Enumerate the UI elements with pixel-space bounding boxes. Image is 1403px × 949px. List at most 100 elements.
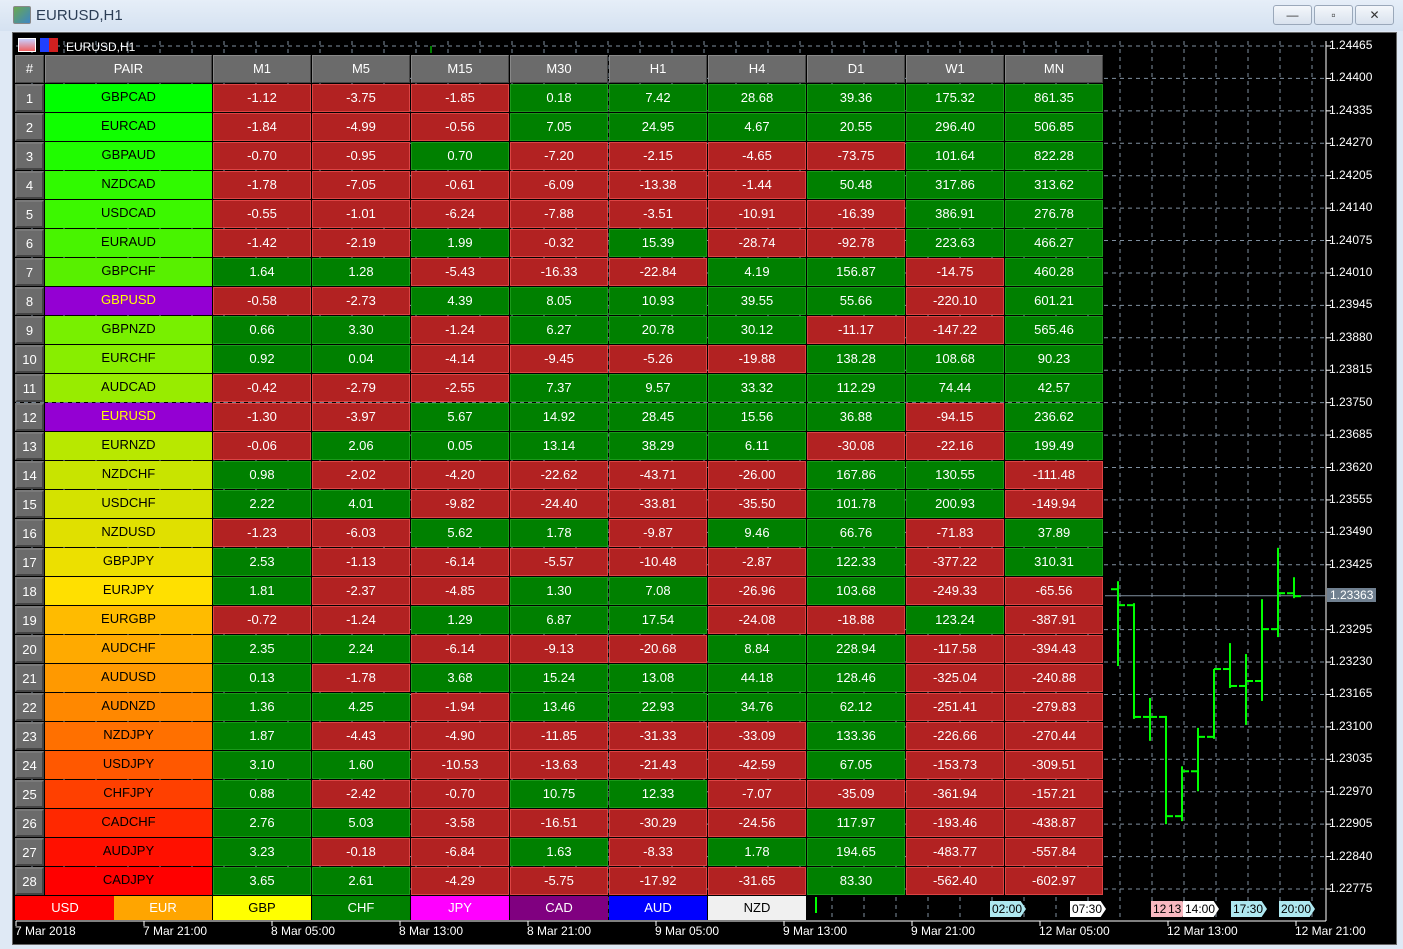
value-cell: 138.28 — [807, 345, 905, 373]
value-cell: 7.37 — [510, 374, 608, 402]
close-button[interactable]: ✕ — [1355, 5, 1394, 25]
window-titlebar: EURUSD,H1 — ▫ ✕ — [0, 0, 1403, 31]
column-header-m30[interactable]: M30 — [510, 55, 608, 83]
row-number: 19 — [15, 606, 44, 634]
time-label: 7 Mar 2018 — [15, 924, 76, 938]
event-tag[interactable]: 17:30 — [1231, 901, 1268, 917]
maximize-button[interactable]: ▫ — [1314, 5, 1353, 25]
pair-cell[interactable]: GBPNZD — [45, 316, 212, 344]
pair-cell[interactable]: GBPCAD — [45, 84, 212, 112]
time-label: 8 Mar 13:00 — [399, 924, 464, 938]
time-label: 9 Mar 21:00 — [911, 924, 976, 938]
value-cell: -6.14 — [411, 548, 509, 576]
value-cell: 13.14 — [510, 432, 608, 460]
pair-cell[interactable]: NZDUSD — [45, 519, 212, 547]
pair-cell[interactable]: CHFJPY — [45, 780, 212, 808]
pair-cell[interactable]: EURGBP — [45, 606, 212, 634]
pair-cell[interactable]: GBPAUD — [45, 142, 212, 170]
column-header-w1[interactable]: W1 — [906, 55, 1004, 83]
value-cell: -2.79 — [312, 374, 410, 402]
value-cell: 310.31 — [1005, 548, 1103, 576]
value-cell: 6.27 — [510, 316, 608, 344]
value-cell: 2.61 — [312, 867, 410, 895]
table-toggle-icon[interactable] — [18, 38, 36, 52]
pair-cell[interactable]: AUDJPY — [45, 838, 212, 866]
event-tag[interactable]: 02:00 — [990, 901, 1027, 917]
value-cell: -17.92 — [609, 867, 707, 895]
value-cell: -1.94 — [411, 693, 509, 721]
value-cell: 1.64 — [213, 258, 311, 286]
save-icon[interactable] — [40, 38, 58, 52]
value-cell: -0.42 — [213, 374, 311, 402]
event-tag[interactable]: 12 — [1151, 901, 1171, 917]
value-cell: 1.30 — [510, 577, 608, 605]
value-cell: 122.33 — [807, 548, 905, 576]
pair-cell[interactable]: GBPCHF — [45, 258, 212, 286]
value-cell: -377.22 — [906, 548, 1004, 576]
value-cell: -4.29 — [411, 867, 509, 895]
value-cell: -13.63 — [510, 751, 608, 779]
value-cell: -65.56 — [1005, 577, 1103, 605]
pair-cell[interactable]: CADCHF — [45, 809, 212, 837]
value-cell: 861.35 — [1005, 84, 1103, 112]
value-cell: 1.78 — [510, 519, 608, 547]
minimize-button[interactable]: — — [1273, 5, 1312, 25]
pair-cell[interactable]: GBPJPY — [45, 548, 212, 576]
pair-cell[interactable]: AUDCAD — [45, 374, 212, 402]
price-label: 1.23230 — [1329, 654, 1373, 669]
column-header-number[interactable]: # — [15, 55, 44, 83]
pair-cell[interactable]: GBPUSD — [45, 287, 212, 315]
pair-cell[interactable]: NZDJPY — [45, 722, 212, 750]
pair-cell[interactable]: EURJPY — [45, 577, 212, 605]
value-cell: -1.24 — [411, 316, 509, 344]
value-cell: 5.67 — [411, 403, 509, 431]
chart-symbol-label: EURUSD,H1 — [66, 40, 136, 54]
pair-cell[interactable]: USDCHF — [45, 490, 212, 518]
column-header-m15[interactable]: M15 — [411, 55, 509, 83]
value-cell: -22.84 — [609, 258, 707, 286]
value-cell: -4.85 — [411, 577, 509, 605]
column-header-m1[interactable]: M1 — [213, 55, 311, 83]
column-header-h4[interactable]: H4 — [708, 55, 806, 83]
value-cell: -149.94 — [1005, 490, 1103, 518]
column-header-m5[interactable]: M5 — [312, 55, 410, 83]
pair-cell[interactable]: NZDCAD — [45, 171, 212, 199]
value-cell: -4.43 — [312, 722, 410, 750]
value-cell: -9.13 — [510, 635, 608, 663]
value-cell: -9.82 — [411, 490, 509, 518]
pair-cell[interactable]: EURCHF — [45, 345, 212, 373]
pair-cell[interactable]: EURUSD — [45, 403, 212, 431]
pair-cell[interactable]: NZDCHF — [45, 461, 212, 489]
pair-cell[interactable]: EURCAD — [45, 113, 212, 141]
value-cell: -0.70 — [411, 780, 509, 808]
column-header-pair[interactable]: PAIR — [45, 55, 212, 83]
event-tag[interactable]: 13 — [1166, 901, 1186, 917]
value-cell: 460.28 — [1005, 258, 1103, 286]
value-cell: 1.36 — [213, 693, 311, 721]
value-cell: -2.19 — [312, 229, 410, 257]
pair-cell[interactable]: USDJPY — [45, 751, 212, 779]
pair-cell[interactable]: AUDNZD — [45, 693, 212, 721]
pair-cell[interactable]: USDCAD — [45, 200, 212, 228]
value-cell: -147.22 — [906, 316, 1004, 344]
event-tag[interactable]: 07:30 — [1070, 901, 1107, 917]
column-header-mn[interactable]: MN — [1005, 55, 1103, 83]
value-cell: -1.24 — [312, 606, 410, 634]
value-cell: 133.36 — [807, 722, 905, 750]
value-cell: 36.88 — [807, 403, 905, 431]
pair-cell[interactable]: AUDUSD — [45, 664, 212, 692]
value-cell: 9.57 — [609, 374, 707, 402]
value-cell: -42.59 — [708, 751, 806, 779]
legend-cad: CAD — [510, 896, 608, 920]
value-cell: 55.66 — [807, 287, 905, 315]
value-cell: -2.15 — [609, 142, 707, 170]
event-tag[interactable]: 20:00 — [1279, 901, 1316, 917]
column-header-h1[interactable]: H1 — [609, 55, 707, 83]
price-label: 1.23880 — [1329, 329, 1373, 344]
pair-cell[interactable]: CADJPY — [45, 867, 212, 895]
event-tag[interactable]: 14:00 — [1183, 901, 1220, 917]
pair-cell[interactable]: AUDCHF — [45, 635, 212, 663]
column-header-d1[interactable]: D1 — [807, 55, 905, 83]
pair-cell[interactable]: EURNZD — [45, 432, 212, 460]
pair-cell[interactable]: EURAUD — [45, 229, 212, 257]
